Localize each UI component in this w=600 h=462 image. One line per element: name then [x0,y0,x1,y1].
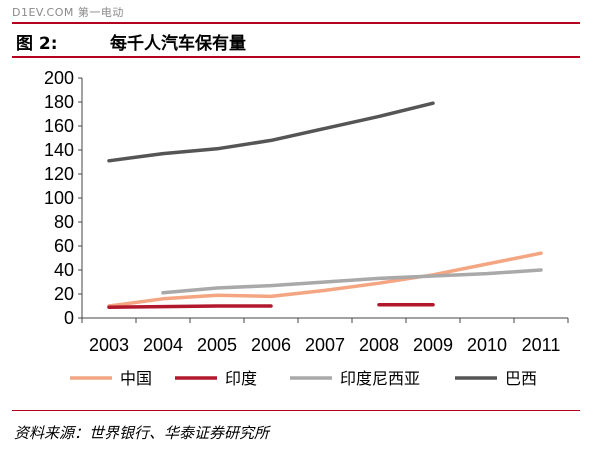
x-tick-label: 2007 [305,335,345,355]
title-divider [12,56,580,58]
series-line-印度 [107,304,273,309]
series-line-印度尼西亚 [161,268,543,295]
y-tick-label: 140 [44,140,74,160]
y-tick-label: 100 [44,188,74,208]
x-tick-label: 2003 [89,335,129,355]
legend-label: 印度尼西亚 [340,369,420,388]
legend-label: 印度 [225,369,257,388]
y-tick-label: 40 [54,260,74,280]
y-tick-label: 160 [44,116,74,136]
x-tick-label: 2004 [143,335,183,355]
series-line-中国 [107,251,543,308]
series-line-巴西 [107,101,435,163]
top-divider [12,22,580,24]
x-tick-label: 2008 [359,335,399,355]
source-note: 资料来源：世界银行、华泰证券研究所 [14,424,270,442]
y-tick-label: 180 [44,92,74,112]
y-tick-label: 20 [54,284,74,304]
y-tick-label: 60 [54,236,74,256]
x-tick-label: 2011 [522,335,561,355]
x-tick-label: 2010 [467,335,507,355]
x-tick-label: 2005 [197,335,237,355]
y-tick-label: 80 [54,212,74,232]
x-tick-label: 2009 [413,335,453,355]
legend-label: 中国 [120,369,152,388]
y-tick-label: 120 [44,164,74,184]
x-tick-label: 2006 [251,335,291,355]
figure-title: 每千人汽车保有量 [110,34,246,54]
y-tick-label: 0 [64,308,74,328]
legend-label: 巴西 [505,369,537,388]
y-tick-label: 200 [44,68,74,88]
footer-divider [12,410,580,411]
watermark: D1EV.COM 第一电动 [12,6,124,19]
figure-label: 图 2: [16,34,58,54]
